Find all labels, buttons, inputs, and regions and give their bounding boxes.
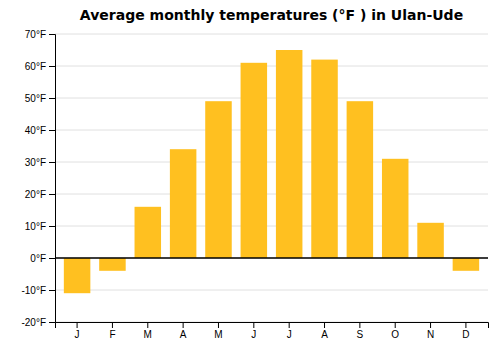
x-tick-label: J	[251, 329, 256, 340]
x-tick-label: O	[391, 329, 399, 340]
y-tick: 0°F	[30, 253, 55, 264]
x-tick: M	[144, 322, 152, 340]
bar	[241, 63, 268, 258]
bars	[64, 50, 479, 293]
x-tick: J	[75, 322, 80, 340]
x-tick-label: F	[109, 329, 115, 340]
x-tick-mark	[465, 322, 466, 328]
x-tick: M	[214, 322, 222, 340]
y-tick-mark	[49, 290, 55, 291]
x-tick: J	[251, 322, 256, 340]
y-tick-mark	[49, 194, 55, 195]
x-tick-mark	[218, 322, 219, 328]
x-tick-label: M	[214, 329, 222, 340]
x-tick-label: A	[180, 329, 187, 340]
x-tick-mark	[359, 322, 360, 328]
plot: -20°F -10°F 0°F 10°F 20°F 30°F 40°F 50°F 60°F 70°…	[21, 29, 488, 340]
y-tick: 50°F	[25, 93, 55, 104]
y-tick-label: 70°F	[25, 29, 46, 40]
x-tick-label: M	[144, 329, 152, 340]
y-tick-mark	[49, 98, 55, 99]
title: Average monthly temperatures (°F ) in Ul…	[80, 7, 463, 23]
bar	[135, 207, 162, 258]
bar	[347, 101, 374, 258]
x-tick-mark	[324, 322, 325, 328]
y-tick: 60°F	[25, 61, 55, 72]
grid-line	[55, 290, 488, 291]
x-axis: JFMAMJJASOND	[56, 322, 489, 340]
y-tick: 70°F	[25, 29, 55, 40]
x-tick: J	[287, 322, 292, 340]
x-tick: A	[180, 322, 187, 340]
bar	[170, 149, 197, 258]
y-tick-label: 50°F	[25, 93, 46, 104]
chart: -20°F -10°F 0°F 10°F 20°F 30°F 40°F 50°F 60°F 70°…	[0, 0, 500, 350]
x-tick-label: S	[357, 329, 364, 340]
x-tick-mark	[183, 322, 184, 328]
x-tick: S	[357, 322, 364, 340]
x-tick-label: A	[321, 329, 328, 340]
y-tick-label: -20°F	[21, 317, 46, 328]
x-tick-mark	[289, 322, 290, 328]
x-axis-line	[56, 323, 489, 329]
zero-line	[55, 257, 488, 259]
grid-line	[55, 34, 488, 35]
x-tick-label: N	[427, 329, 434, 340]
bar	[453, 258, 480, 271]
x-tick-label: D	[462, 329, 469, 340]
y-tick: -10°F	[21, 285, 55, 296]
x-tick-label: J	[287, 329, 292, 340]
x-tick: N	[427, 322, 434, 340]
x-tick-mark	[253, 322, 254, 328]
y-tick-mark	[49, 162, 55, 163]
y-tick: 20°F	[25, 189, 55, 200]
x-tick: O	[391, 322, 399, 340]
y-tick-label: 30°F	[25, 157, 46, 168]
grid-line	[55, 258, 488, 259]
y-tick: 30°F	[25, 157, 55, 168]
y-tick-mark	[49, 66, 55, 67]
x-tick: A	[321, 322, 328, 340]
y-tick-mark	[49, 226, 55, 227]
grid-line	[55, 194, 488, 195]
y-tick: 10°F	[25, 221, 55, 232]
bar	[205, 101, 232, 258]
y-axis-line	[49, 35, 56, 323]
y-tick: -20°F	[21, 317, 55, 328]
y-tick-label: 20°F	[25, 189, 46, 200]
grid-line	[55, 130, 488, 131]
bar	[99, 258, 126, 271]
y-tick-mark	[49, 130, 55, 131]
y-tick-mark	[49, 34, 55, 35]
x-tick: D	[462, 322, 469, 340]
bar	[276, 50, 303, 258]
y-axis: -20°F -10°F 0°F 10°F 20°F 30°F 40°F 50°F 60°F 70°…	[21, 29, 55, 328]
grid-line	[55, 98, 488, 99]
y-tick-label: -10°F	[21, 285, 46, 296]
y-tick: 40°F	[25, 125, 55, 136]
x-tick-mark	[77, 322, 78, 328]
x-tick-mark	[430, 322, 431, 328]
bar	[417, 223, 444, 258]
y-tick-label: 40°F	[25, 125, 46, 136]
grid-line	[55, 66, 488, 67]
grid-line	[55, 162, 488, 163]
x-tick-mark	[147, 322, 148, 328]
x-tick-label: J	[75, 329, 80, 340]
bar	[382, 159, 409, 258]
bar	[64, 258, 91, 293]
y-tick-label: 10°F	[25, 221, 46, 232]
y-tick-label: 60°F	[25, 61, 46, 72]
x-tick-mark	[395, 322, 396, 328]
x-tick-mark	[112, 322, 113, 328]
bar	[311, 60, 338, 258]
grid	[55, 34, 488, 322]
x-tick: F	[109, 322, 115, 340]
y-tick-label: 0°F	[30, 253, 46, 264]
y-tick-mark	[49, 258, 55, 259]
y-tick-mark	[49, 322, 55, 323]
